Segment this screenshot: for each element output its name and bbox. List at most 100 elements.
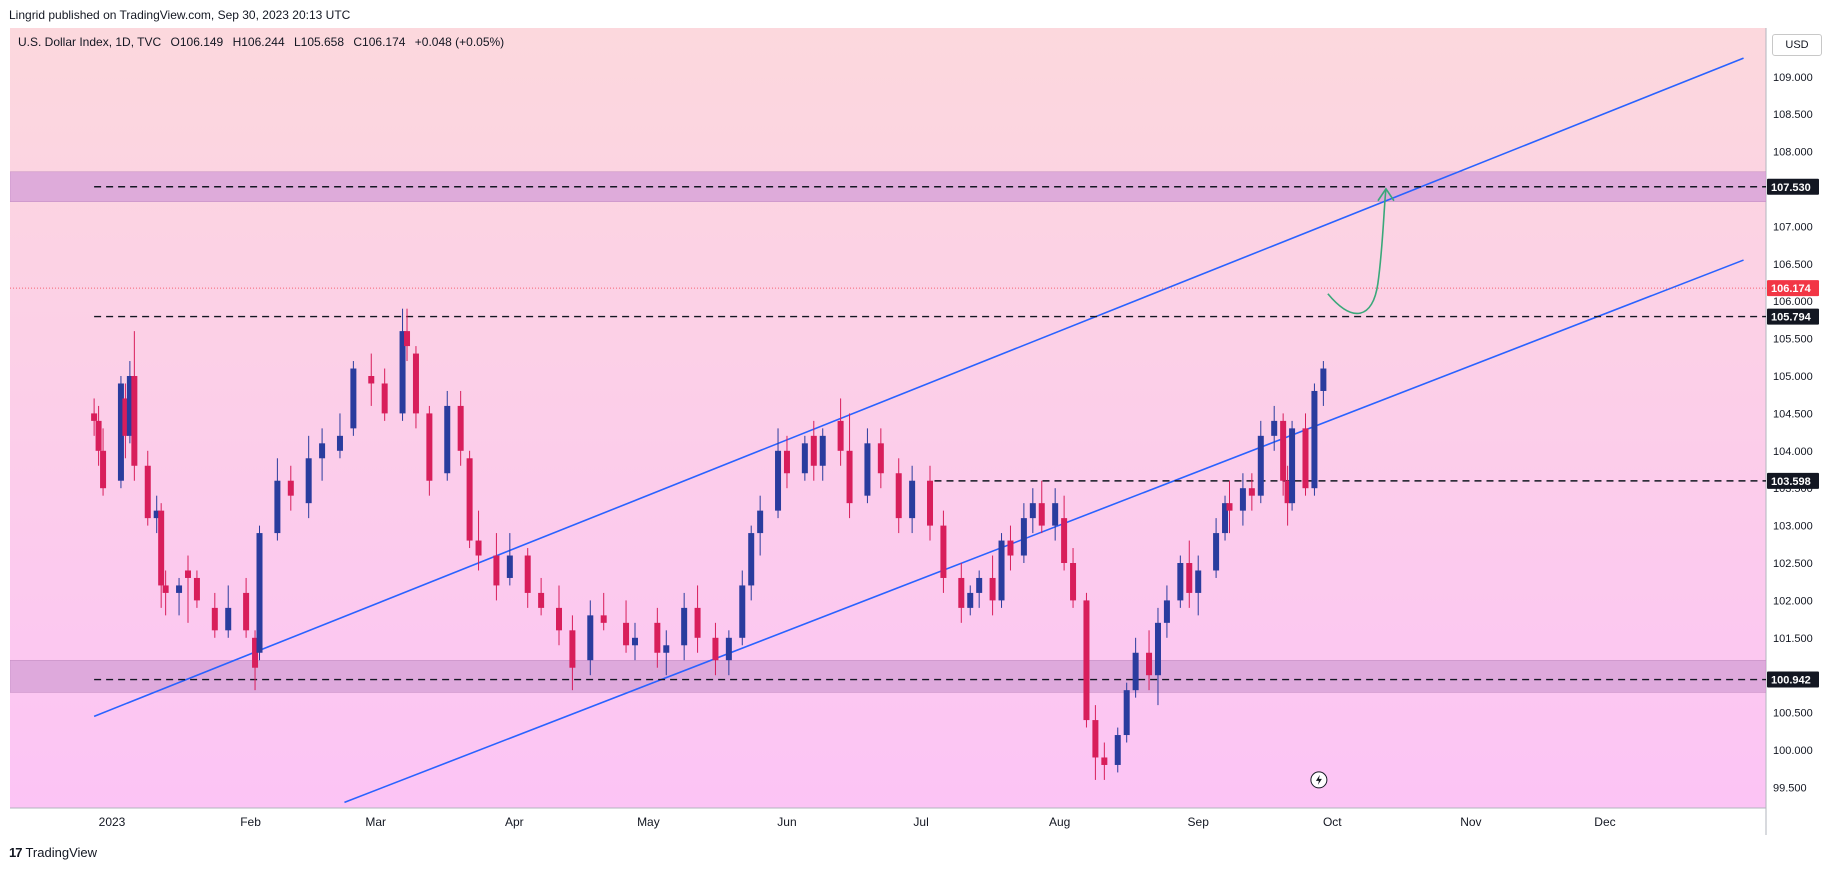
time-tick-label: Mar [365, 815, 386, 829]
candle-body [1083, 600, 1090, 721]
candle [506, 533, 513, 586]
candle-body [909, 480, 916, 519]
candle-body [225, 607, 232, 631]
candle [381, 368, 388, 421]
candle-body [1177, 563, 1184, 601]
candle-body [1311, 390, 1318, 489]
candle [1195, 555, 1202, 616]
candle [1123, 682, 1130, 743]
price-chart[interactable]: 99.500100.000100.500101.000101.500102.00… [0, 28, 1835, 835]
level-price-tag-1-label: 105.794 [1771, 312, 1812, 324]
candle-body [712, 637, 719, 661]
candle-body [1052, 503, 1059, 526]
candle-body [1257, 435, 1264, 496]
candle-body [444, 405, 451, 474]
candle-body [989, 577, 996, 601]
tradingview-logo[interactable]: 17 TradingView [9, 845, 97, 860]
price-tick-label: 104.500 [1773, 408, 1813, 420]
currency-button[interactable]: USD [1772, 34, 1822, 56]
candle-body [252, 637, 259, 668]
candle [694, 585, 701, 653]
candle-body [1289, 428, 1296, 504]
price-tags-layer: 107.530 105.794 103.598 100.942 106.174 [1767, 178, 1819, 688]
publisher-credit: Lingrid published on TradingView.com, Se… [9, 8, 351, 22]
candle [287, 465, 294, 511]
candle [538, 577, 545, 616]
candle-body [864, 443, 871, 496]
candles-layer [91, 308, 1327, 780]
candle-body [457, 405, 464, 451]
candle [399, 308, 406, 421]
candle-body [623, 622, 630, 646]
candle [864, 428, 871, 504]
level-price-tag-3: 100.942 [1767, 671, 1819, 688]
candle [819, 428, 826, 481]
candle-body [600, 615, 607, 623]
candle [1061, 495, 1068, 571]
candle [305, 435, 312, 519]
candle-body [153, 510, 160, 519]
candle-body [493, 555, 500, 586]
candle [1092, 705, 1099, 780]
price-tick-label: 101.500 [1773, 633, 1813, 645]
candle [184, 555, 191, 623]
time-tick-label: Aug [1049, 815, 1070, 829]
candle-body [368, 376, 375, 384]
candle-body [940, 525, 947, 578]
symbol-label: U.S. Dollar Index, 1D, TVC [18, 35, 162, 49]
time-tick-label: Dec [1594, 815, 1615, 829]
zone-1 [10, 659, 1766, 693]
candle [623, 600, 630, 653]
level-price-tag-2-label: 103.598 [1771, 476, 1811, 488]
candle-body [1154, 622, 1161, 676]
candle-body [524, 555, 531, 593]
candle-body [958, 577, 965, 608]
candle-body [1020, 518, 1027, 556]
candle [1132, 637, 1139, 698]
time-tick-label: Jul [913, 815, 928, 829]
candle-body [1092, 720, 1099, 758]
candle [1271, 405, 1278, 451]
candle-body [211, 607, 218, 631]
price-tick-label: 100.000 [1773, 745, 1813, 757]
price-tick-label: 102.500 [1773, 558, 1813, 570]
candle [877, 428, 884, 489]
candle [1177, 555, 1184, 608]
candle [1302, 413, 1309, 496]
candle [336, 413, 343, 459]
candle [654, 607, 661, 668]
candle [998, 533, 1005, 608]
candle-body [117, 383, 124, 481]
candle-body [837, 420, 844, 451]
candle-body [587, 615, 594, 661]
candle [158, 503, 165, 608]
price-tick-label: 103.000 [1773, 521, 1813, 533]
candle [909, 465, 916, 534]
candle-body [1320, 368, 1327, 391]
candle-body [131, 376, 138, 466]
candle [91, 398, 98, 436]
candle-body [1248, 488, 1255, 496]
candle-body [801, 443, 808, 474]
candle [631, 622, 638, 661]
candle [587, 600, 594, 676]
levels-layer [10, 186, 1766, 681]
candle-body [1213, 533, 1220, 571]
candle [117, 376, 124, 489]
change-value: +0.048 (+0.05%) [414, 35, 505, 49]
tradingview-logo-icon: 17 [9, 845, 23, 860]
time-tick-label: May [637, 815, 660, 829]
candle [1154, 607, 1161, 706]
candle-body [877, 443, 884, 474]
candle-body [631, 637, 638, 646]
candle-body [757, 510, 764, 534]
level-price-tag-0-label: 107.530 [1771, 182, 1811, 194]
candle-body [184, 570, 191, 578]
candle-body [426, 413, 433, 481]
candle [193, 570, 200, 608]
candle-body [1186, 563, 1193, 593]
candle [846, 413, 853, 519]
level-price-tag-3-bg [1767, 671, 1819, 688]
candle [131, 331, 138, 481]
candle-body [176, 585, 183, 593]
